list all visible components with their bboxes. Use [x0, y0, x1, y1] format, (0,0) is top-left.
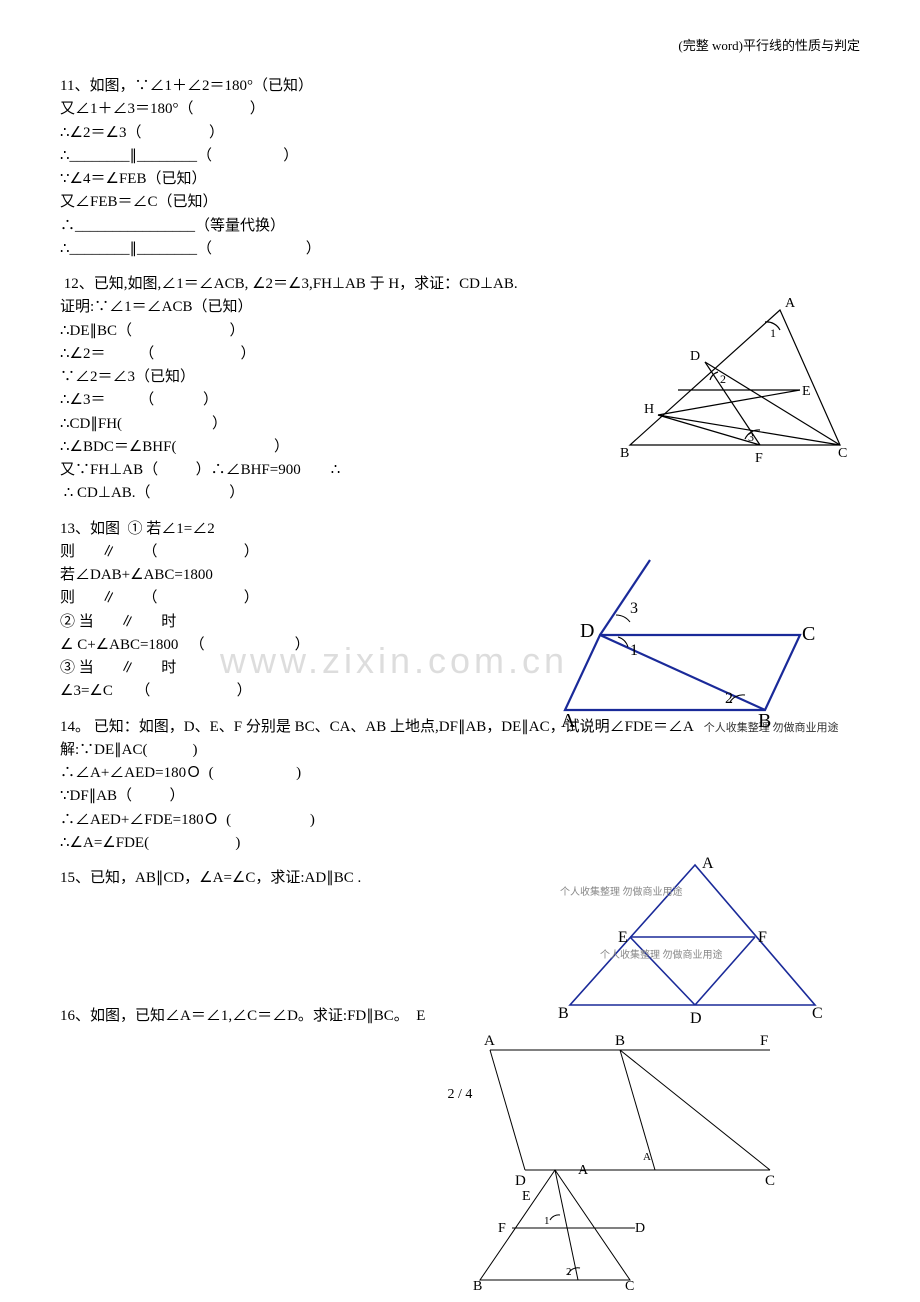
svg-text:C: C — [765, 1173, 775, 1189]
svg-text:A: A — [578, 1163, 589, 1178]
figure-q13: A B C D 1 2 3 — [540, 555, 840, 735]
q14-line: ∵DF∥AB（ ） — [60, 785, 860, 808]
svg-text:E: E — [522, 1189, 531, 1204]
svg-text:D: D — [690, 349, 700, 364]
svg-text:A: A — [484, 1033, 495, 1049]
svg-text:E: E — [618, 929, 628, 946]
svg-text:B: B — [615, 1033, 625, 1049]
q14-line: ∴∠AED+∠FDE=180Ｏ ( ) — [60, 809, 860, 832]
svg-text:D: D — [635, 1221, 645, 1236]
q11-line: ∴________∥________（ ） — [60, 238, 860, 261]
q12-title: 12、已知,如图,∠1＝∠ACB, ∠2＝∠3,FH⊥AB 于 H，求证：CD⊥… — [60, 273, 860, 296]
svg-text:B: B — [620, 446, 629, 461]
figure-q12: A B C D E F H 1 2 3 — [610, 295, 860, 475]
svg-text:B: B — [558, 1005, 569, 1022]
q11-line: 11、如图，∵∠1＋∠2＝180°（已知） — [60, 75, 860, 98]
svg-text:个人收集整理 勿做商业用途: 个人收集整理 勿做商业用途 — [600, 948, 723, 961]
svg-text:B: B — [473, 1279, 482, 1290]
svg-text:F: F — [755, 451, 763, 466]
watermark: www.zixin.com.cn — [220, 640, 568, 682]
svg-text:1: 1 — [770, 326, 776, 340]
q11-line: ∴∠2＝∠3（ ） — [60, 122, 860, 145]
q12-line: ∴ CD⊥AB.（ ） — [60, 482, 860, 505]
svg-text:D: D — [690, 1010, 702, 1027]
q11-line: ∴________________（等量代换） — [60, 215, 860, 238]
svg-text:3: 3 — [630, 600, 638, 617]
page: (完整 word)平行线的性质与判定 www.zixin.com.cn 11、如… — [0, 0, 920, 1145]
svg-text:F: F — [758, 929, 767, 946]
svg-text:C: C — [812, 1005, 823, 1022]
q13-line: 13、如图 ① 若∠1=∠2 — [60, 518, 860, 541]
q14-line: 解:∵DE∥AC( ) — [60, 739, 860, 762]
svg-text:F: F — [498, 1221, 506, 1236]
q11-line: 又∠1＋∠3＝180°（ ） — [60, 98, 860, 121]
svg-text:H: H — [644, 402, 654, 417]
q11-line: ∵∠4＝∠FEB（已知） — [60, 168, 860, 191]
svg-text:C: C — [802, 623, 815, 645]
svg-text:A: A — [785, 296, 796, 311]
svg-text:3: 3 — [748, 430, 754, 444]
svg-text:1: 1 — [544, 1215, 550, 1227]
svg-text:A: A — [561, 710, 576, 732]
svg-text:A: A — [702, 855, 714, 872]
svg-text:C: C — [838, 446, 847, 461]
q11-line: 又∠FEB＝∠C（已知） — [60, 191, 860, 214]
svg-text:2: 2 — [720, 372, 726, 386]
figure-q14: A B C D E F 个人收集整理 勿做商业用途 个人收集整理 勿做商业用途 — [530, 850, 830, 1040]
figure-q16: B C D E F A 1 2 — [460, 1160, 720, 1290]
svg-text:2: 2 — [725, 690, 733, 707]
svg-text:B: B — [758, 710, 771, 732]
svg-text:D: D — [580, 620, 594, 642]
svg-text:个人收集整理 勿做商业用途: 个人收集整理 勿做商业用途 — [560, 885, 683, 898]
svg-text:F: F — [760, 1033, 768, 1049]
page-header: (完整 word)平行线的性质与判定 — [678, 35, 860, 54]
svg-text:2: 2 — [566, 1266, 572, 1278]
svg-text:C: C — [625, 1279, 634, 1290]
svg-text:1: 1 — [630, 642, 638, 659]
q11-line: ∴________∥________（ ） — [60, 145, 860, 168]
svg-text:E: E — [802, 384, 811, 399]
q14-line: ∴∠A+∠AED=180Ｏ ( ) — [60, 762, 860, 785]
